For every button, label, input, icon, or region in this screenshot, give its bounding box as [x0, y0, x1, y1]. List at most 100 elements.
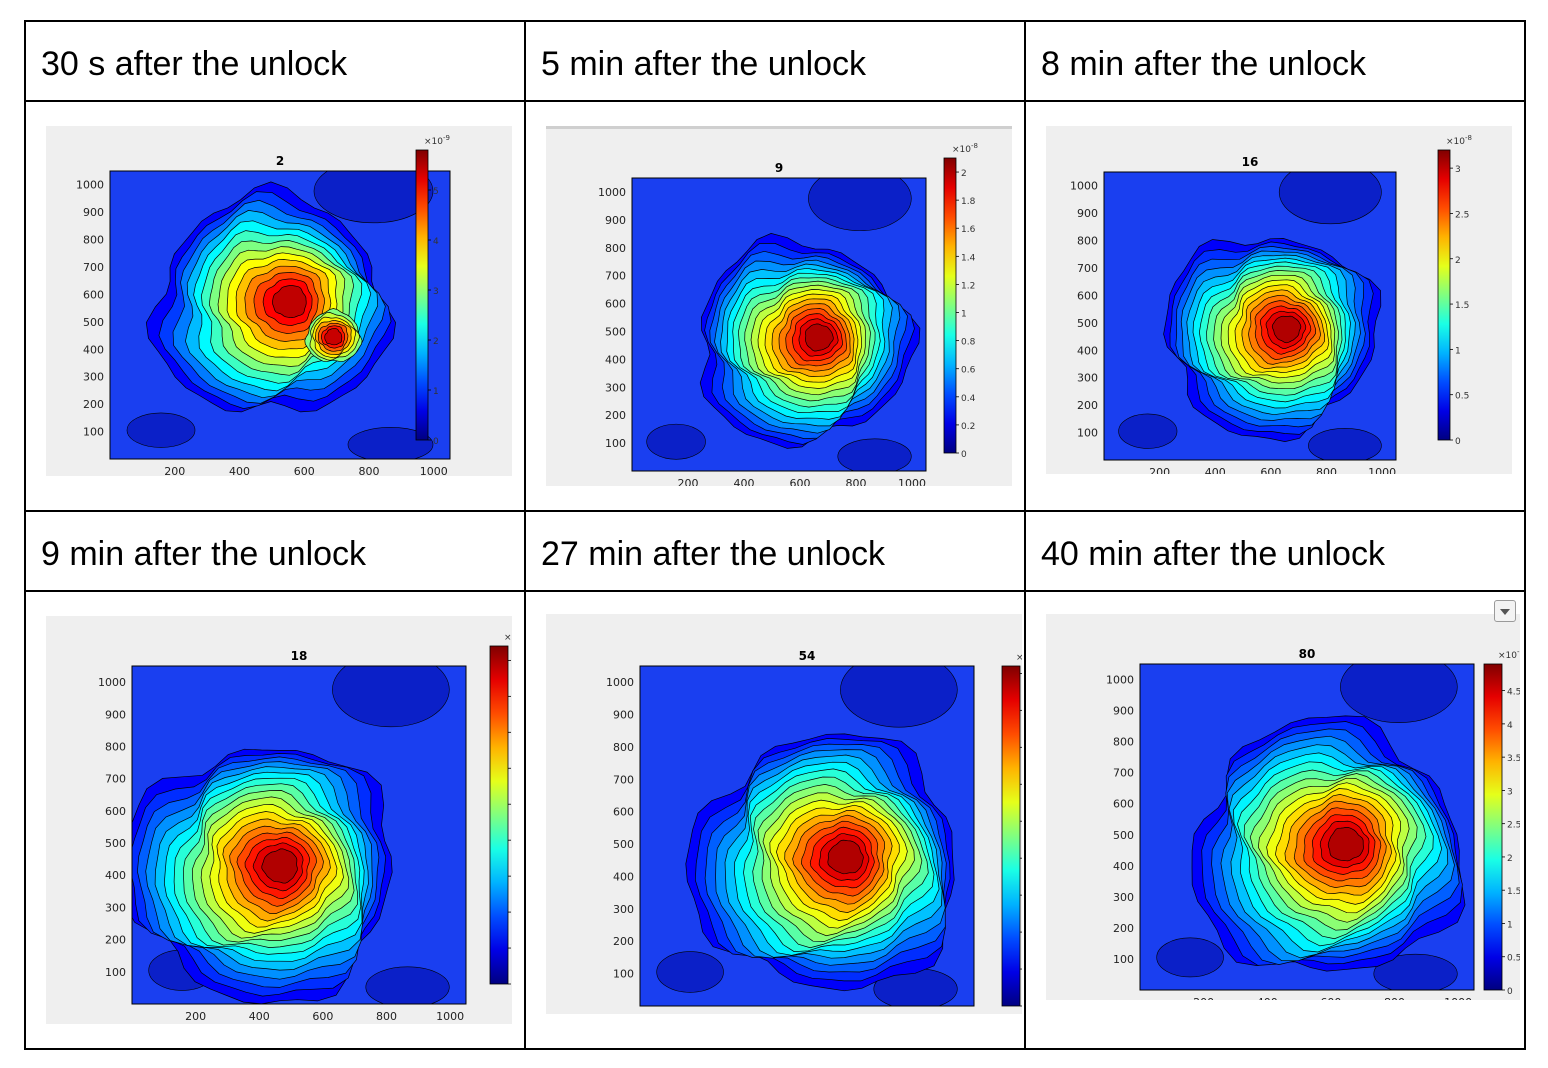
colorbar-tick-label: 1.5: [1455, 301, 1469, 311]
x-tick-label: 800: [846, 477, 867, 486]
colorbar-tick-label: 4: [1507, 721, 1513, 731]
y-tick-label: 800: [613, 741, 634, 754]
colorbar-exponent: ×10: [1016, 653, 1022, 663]
table-border-top: [24, 20, 1526, 22]
y-tick-label: 1000: [598, 186, 626, 199]
low-region-patch: [837, 438, 912, 471]
x-tick-label: 1000: [436, 1010, 464, 1023]
y-tick-label: 300: [605, 381, 626, 394]
y-tick-label: 1000: [76, 179, 104, 192]
table-border-bottom: [24, 1048, 1526, 1050]
colorbar-tick-label: 0.2: [961, 422, 975, 432]
x-tick-label: 800: [359, 465, 380, 476]
x-tick-label: 200: [1193, 996, 1214, 1000]
figure-menu-triangle-down-icon[interactable]: [1494, 600, 1516, 622]
colorbar-tick-label: 2.5: [1455, 210, 1469, 220]
x-tick-label: 600: [1260, 466, 1281, 474]
axes-frame: [1139, 663, 1475, 991]
x-tick-label: 800: [1384, 996, 1405, 1000]
y-tick-label: 900: [1077, 207, 1098, 220]
colorbar-tick-label: 1: [433, 387, 439, 397]
y-tick-label: 500: [605, 325, 626, 338]
low-region-patch: [1340, 664, 1458, 723]
colorbar-tick-label: 1: [1455, 346, 1461, 356]
y-tick-label: 500: [1077, 317, 1098, 330]
colorbar-tick-label: 2: [961, 169, 967, 179]
colorbar-tick-label: 0: [1455, 437, 1461, 447]
heatmap-panel-8min: 16 200 400 600 800 1000 1000 900 800 700 600 500 400…: [1046, 126, 1512, 474]
caption-9min: 9 min after the unlock: [41, 535, 367, 573]
heatmap-svg: 18 200 400 600 800 1000 1000 900 800 700 600 500 400…: [98, 633, 512, 1023]
y-tick-label: 900: [1113, 705, 1134, 718]
y-tick-label: 100: [1077, 427, 1098, 440]
y-tick-label: 100: [105, 966, 126, 979]
colorbar-tick-label: 4: [433, 237, 439, 247]
low-region-patch: [126, 412, 196, 448]
y-tick-label: 400: [105, 869, 126, 882]
low-region-patch: [1118, 413, 1178, 449]
colorbar-tick-label: 0.6: [961, 366, 976, 376]
caption-30s: 30 s after the unlock: [41, 45, 348, 83]
low-region-patch: [840, 666, 958, 728]
heatmap-panel-40min: 8020040060080010001000900800700600500400…: [1046, 614, 1520, 1000]
low-region-patch: [365, 966, 450, 1004]
axes-frame: [631, 177, 927, 472]
y-tick-label: 700: [605, 270, 626, 283]
colorbar-tick-label: 3: [1455, 165, 1461, 175]
y-tick-label: 900: [605, 214, 626, 227]
y-tick-label: 1000: [1106, 674, 1134, 687]
y-tick-label: 1000: [606, 676, 634, 689]
x-tick-label: 200: [693, 1012, 714, 1014]
axes-frame: [109, 170, 451, 460]
y-tick-label: 600: [613, 806, 634, 819]
y-tick-label: 100: [83, 426, 104, 439]
y-tick-label: 100: [613, 968, 634, 981]
colorbar: [1483, 663, 1503, 991]
y-tick-label: 800: [83, 234, 104, 247]
colorbar-tick-label: 3: [433, 287, 439, 297]
x-tick-label: 600: [820, 1012, 841, 1014]
plot-title: 9: [775, 161, 783, 175]
y-tick-label: 700: [1077, 262, 1098, 275]
contour-level: [1271, 315, 1302, 344]
colorbar-tick-label: 0: [1507, 987, 1513, 997]
y-tick-label: 400: [1113, 860, 1134, 873]
x-tick-label: 1000: [1444, 996, 1472, 1000]
table-divider-1: [524, 20, 526, 1050]
colorbar-tick-label: 2.5: [1507, 821, 1520, 831]
contour-level: [804, 323, 834, 352]
y-tick-label: 300: [105, 901, 126, 914]
caption-5min: 5 min after the unlock: [541, 45, 867, 83]
low-region-patch: [1156, 937, 1224, 978]
x-tick-label: 400: [1205, 466, 1226, 474]
plot-title: 18: [291, 649, 308, 663]
y-tick-label: 200: [605, 409, 626, 422]
y-tick-label: 500: [105, 837, 126, 850]
y-tick-label: 900: [105, 708, 126, 721]
colorbar-tick-label: 1.8: [961, 197, 976, 207]
y-tick-label: 200: [613, 935, 634, 948]
y-tick-label: 500: [613, 838, 634, 851]
colorbar-tick-label: 4.5: [1507, 688, 1520, 698]
heatmap-panel-27min: 54 200 400 600 800 1000 1000 900 800 700 600 500 400…: [546, 614, 1022, 1014]
colorbar: [943, 157, 957, 454]
low-region-patch: [347, 427, 434, 459]
y-tick-label: 400: [83, 343, 104, 356]
y-tick-label: 1000: [1070, 180, 1098, 193]
y-tick-label: 800: [105, 740, 126, 753]
x-tick-label: 400: [229, 465, 250, 476]
window-toolbar-strip: [546, 126, 1012, 129]
x-tick-label: 800: [1316, 466, 1337, 474]
table-row-divider-2: [24, 510, 1526, 512]
y-tick-label: 300: [613, 903, 634, 916]
contour-level: [827, 839, 864, 875]
low-region-patch: [1308, 428, 1382, 460]
colorbar-tick-label: 2: [1507, 854, 1513, 864]
y-tick-label: 600: [83, 288, 104, 301]
low-region-patch: [332, 666, 450, 728]
axes-frame: [131, 665, 467, 1005]
caption-8min: 8 min after the unlock: [1041, 45, 1367, 83]
colorbar-tick-label: 3.5: [1507, 754, 1520, 764]
